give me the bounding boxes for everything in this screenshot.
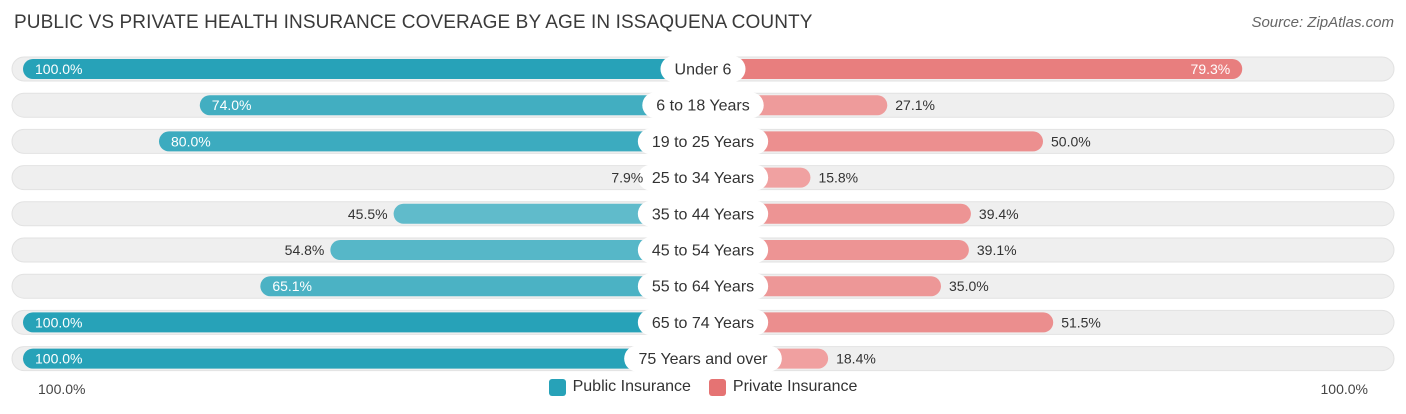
private-value-label: 39.4% bbox=[979, 206, 1019, 222]
source-label: Source: ZipAtlas.com bbox=[1251, 14, 1394, 31]
private-bar bbox=[703, 203, 971, 224]
category-pill bbox=[624, 345, 782, 372]
private-value-label: 79.3% bbox=[1191, 61, 1231, 77]
public-bar bbox=[330, 240, 703, 260]
private-value-label: 51.5% bbox=[1061, 314, 1101, 330]
public-value-label: 54.8% bbox=[285, 242, 325, 258]
chart-area: Under 6 100.0% 79.3% 6 to 18 Years 74.0% 27.1… bbox=[11, 56, 1395, 372]
public-value-label: 65.1% bbox=[272, 278, 312, 294]
category-label: 35 to 44 Years bbox=[652, 206, 754, 223]
public-bar bbox=[199, 95, 704, 116]
category-pill bbox=[637, 200, 769, 227]
category-label: 55 to 64 Years bbox=[652, 279, 754, 296]
category-label: Under 6 bbox=[675, 62, 732, 79]
private-bar bbox=[703, 131, 1043, 152]
public-value-label: 100.0% bbox=[35, 314, 82, 330]
public-value-label: 45.5% bbox=[348, 206, 388, 222]
category-pill bbox=[637, 164, 769, 191]
legend-item-public[interactable]: Public Insurance bbox=[548, 378, 691, 396]
public-bar bbox=[23, 348, 703, 369]
public-bar bbox=[159, 131, 703, 152]
category-pill bbox=[660, 56, 746, 82]
category-pill bbox=[637, 128, 769, 155]
category-label: 19 to 25 Years bbox=[652, 134, 754, 151]
legend-swatch-public bbox=[548, 378, 566, 396]
public-bar bbox=[393, 203, 703, 224]
private-value-label: 39.1% bbox=[977, 242, 1017, 258]
private-value-label: 27.1% bbox=[895, 97, 935, 113]
public-value-label: 80.0% bbox=[171, 133, 211, 149]
category-label: 65 to 74 Years bbox=[652, 315, 754, 332]
category-label: 45 to 54 Years bbox=[652, 243, 754, 260]
private-value-label: 18.4% bbox=[836, 351, 876, 367]
public-bar bbox=[23, 59, 703, 79]
legend-label-public: Public Insurance bbox=[572, 378, 691, 395]
axis-left-label: 100.0% bbox=[38, 381, 86, 397]
legend-item-private[interactable]: Private Insurance bbox=[708, 378, 858, 396]
private-bar bbox=[703, 59, 1243, 79]
legend: Public Insurance Private Insurance bbox=[0, 378, 1406, 396]
public-value-label: 74.0% bbox=[212, 97, 252, 113]
public-bar bbox=[23, 312, 703, 333]
category-pill bbox=[637, 273, 769, 300]
private-bar bbox=[703, 240, 969, 260]
chart-title: PUBLIC VS PRIVATE HEALTH INSURANCE COVER… bbox=[14, 12, 813, 33]
private-value-label: 50.0% bbox=[1051, 133, 1091, 149]
category-pill bbox=[642, 92, 764, 119]
public-value-label: 100.0% bbox=[35, 351, 82, 367]
legend-swatch-private bbox=[708, 378, 726, 396]
private-value-label: 15.8% bbox=[818, 170, 858, 186]
public-value-label: 100.0% bbox=[35, 61, 82, 77]
legend-label-private: Private Insurance bbox=[732, 378, 858, 395]
private-value-label: 35.0% bbox=[949, 278, 989, 294]
axis-right-label: 100.0% bbox=[1320, 381, 1368, 397]
category-pill bbox=[637, 237, 769, 263]
public-value-label: 7.9% bbox=[611, 170, 643, 186]
category-label: 75 Years and over bbox=[639, 351, 769, 368]
category-label: 25 to 34 Years bbox=[652, 170, 754, 187]
category-label: 6 to 18 Years bbox=[656, 98, 749, 115]
category-pill bbox=[637, 309, 769, 336]
public-bar bbox=[260, 276, 703, 297]
private-bar bbox=[703, 312, 1054, 333]
